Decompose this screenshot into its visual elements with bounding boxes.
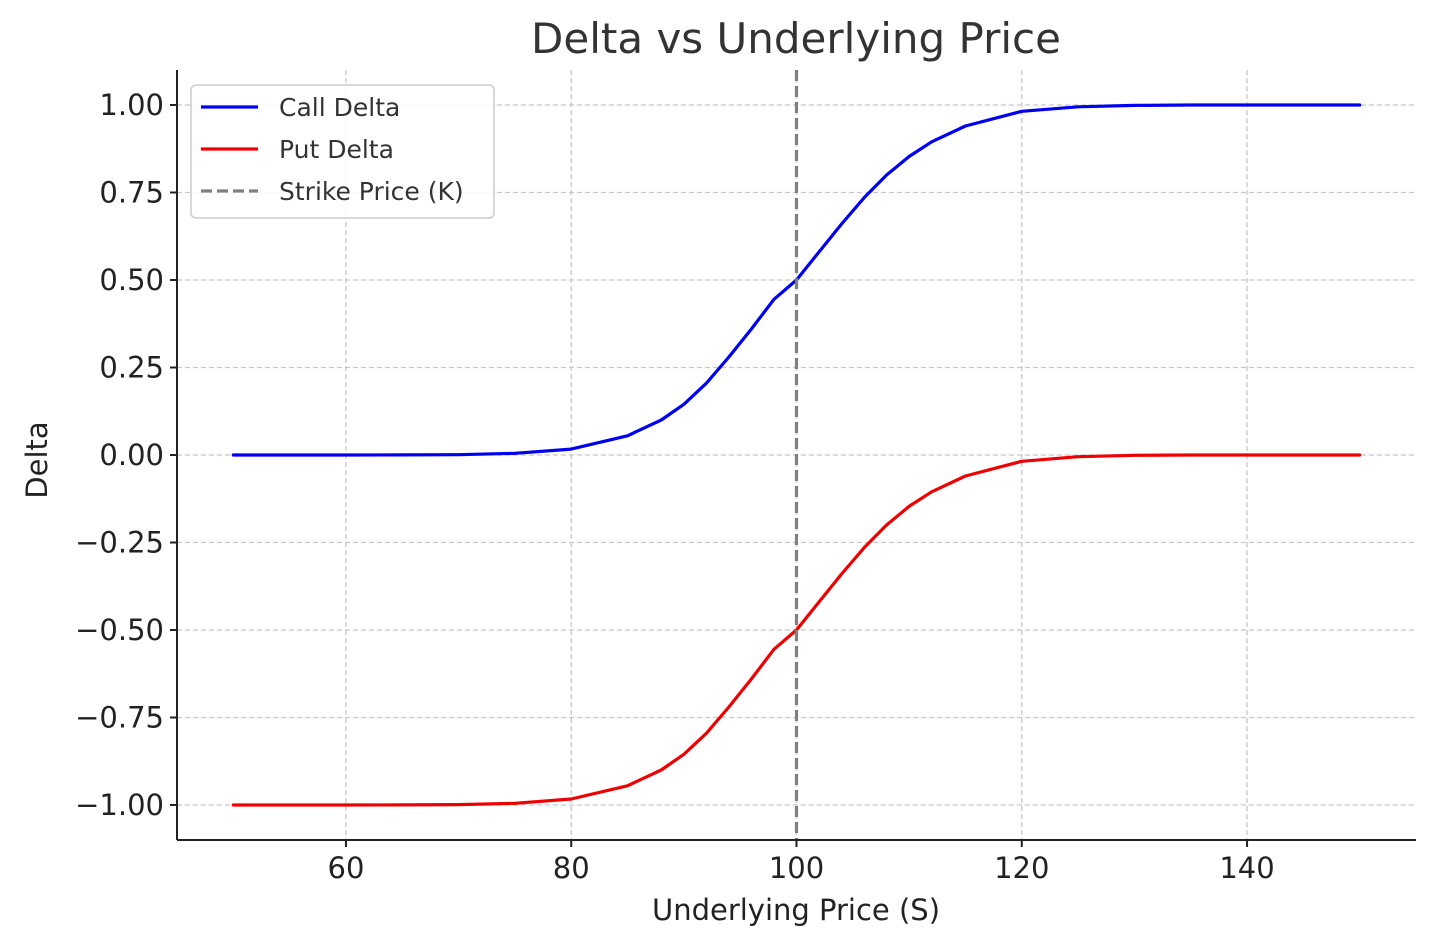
x-axis-label: Underlying Price (S) xyxy=(652,893,940,927)
y-tick-label: 0.00 xyxy=(99,438,164,472)
y-tick-label: 0.75 xyxy=(99,176,164,210)
x-tick-label: 60 xyxy=(328,851,365,885)
y-tick-label: 1.00 xyxy=(99,88,164,122)
legend: Call Delta Put Delta Strike Price (K) xyxy=(190,84,495,219)
y-tick-label: −0.75 xyxy=(75,701,164,735)
y-axis-label: Delta xyxy=(20,421,54,498)
x-tick-label: 80 xyxy=(553,851,590,885)
y-tick-label: 0.50 xyxy=(99,263,164,297)
plot-area xyxy=(231,70,1362,840)
tick-labels: 60 80 100 120 140 1.00 0.75 0.50 0.25 0.00 −0.25 −0… xyxy=(75,88,1275,885)
chart-title: Delta vs Underlying Price xyxy=(531,14,1061,63)
x-tick-label: 140 xyxy=(1219,851,1274,885)
y-tick-label: −0.50 xyxy=(75,613,164,647)
legend-box xyxy=(190,84,495,219)
x-tick-label: 120 xyxy=(994,851,1049,885)
x-tick-label: 100 xyxy=(769,851,824,885)
legend-label: Strike Price (K) xyxy=(279,177,464,206)
y-tick-label: −0.25 xyxy=(75,526,164,560)
y-tick-label: −1.00 xyxy=(75,788,164,822)
legend-label: Call Delta xyxy=(279,93,400,122)
y-tick-label: 0.25 xyxy=(99,351,164,385)
legend-label: Put Delta xyxy=(279,135,394,164)
